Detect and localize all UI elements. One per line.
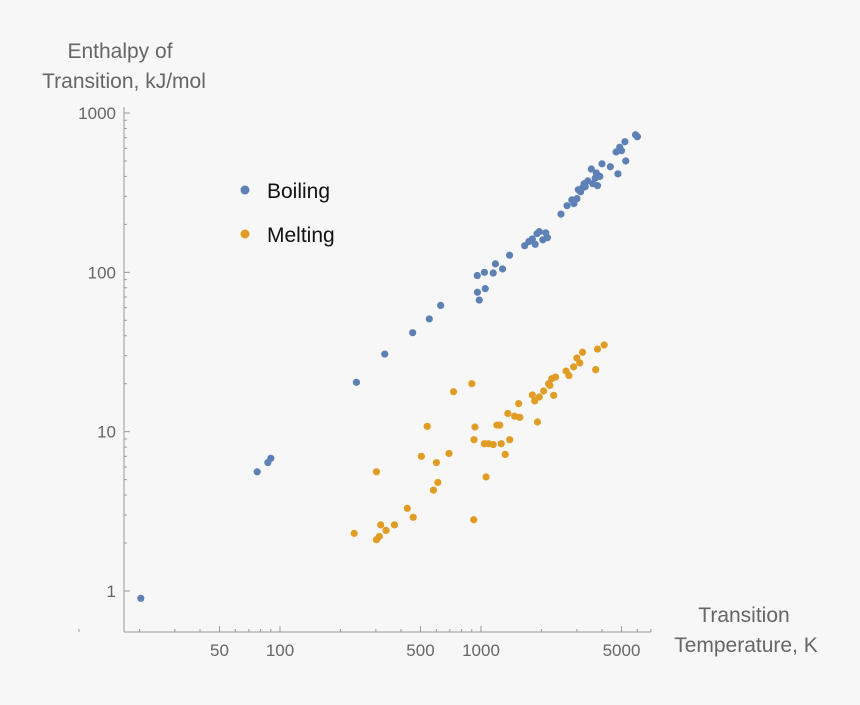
point-melting (528, 391, 536, 399)
point-melting (496, 421, 504, 429)
point-boiling (531, 240, 539, 248)
point-boiling (621, 138, 629, 146)
point-melting (350, 529, 358, 537)
point-melting (468, 380, 476, 388)
point-melting (375, 532, 383, 541)
point-boiling (437, 301, 445, 310)
point-melting (417, 452, 425, 460)
legend-label-melting: Melting (267, 224, 335, 247)
x-tick-label: 5000 (603, 641, 641, 660)
point-melting (570, 363, 578, 371)
point-melting (377, 521, 385, 529)
point-boiling (622, 157, 630, 165)
y-tick-label: 1 (107, 582, 116, 601)
point-boiling (473, 288, 482, 296)
point-boiling (137, 594, 145, 602)
point-boiling (381, 350, 389, 358)
point-melting (434, 478, 442, 487)
point-melting (482, 473, 490, 481)
x-tick-label: 100 (266, 641, 294, 660)
point-melting (429, 486, 438, 494)
point-boiling (573, 195, 581, 203)
point-melting (600, 341, 608, 349)
point-boiling (473, 271, 481, 280)
point-boiling (498, 265, 507, 273)
legend: Boiling Melting (240, 180, 335, 247)
point-boiling (425, 315, 433, 323)
x-axis-title-line-2: Temperature, K (674, 634, 818, 657)
point-boiling (557, 210, 565, 218)
point-melting (390, 521, 399, 529)
point-boiling (587, 165, 595, 173)
point-melting (445, 449, 453, 458)
point-melting (551, 373, 560, 381)
point-melting (593, 345, 602, 353)
point-melting (565, 371, 573, 380)
point-boiling (475, 296, 483, 304)
x-tick-label: 50 (210, 641, 229, 660)
point-melting (372, 468, 381, 476)
point-boiling (480, 268, 489, 276)
y-axis-title-line-1: Enthalpy of (67, 40, 172, 63)
point-boiling (617, 147, 626, 155)
point-melting (515, 400, 523, 408)
point-melting (409, 513, 417, 521)
point-boiling (596, 172, 604, 181)
x-axis-title-line-1: Transition (698, 604, 789, 627)
x-tick-label: 1000 (462, 641, 500, 660)
point-melting (592, 366, 600, 374)
point-boiling (528, 235, 536, 243)
y-tick-label: 10 (97, 423, 116, 442)
point-melting (489, 440, 497, 449)
point-melting (449, 388, 458, 396)
point-boiling (491, 260, 500, 268)
point-melting (403, 504, 411, 512)
point-boiling (581, 183, 589, 191)
point-melting (471, 423, 479, 431)
point-melting (516, 413, 524, 421)
point-melting (576, 359, 584, 367)
point-melting (501, 450, 509, 458)
y-tick-label: 1000 (78, 104, 116, 123)
point-boiling (614, 170, 622, 178)
point-boiling (489, 269, 497, 277)
point-boiling (598, 160, 606, 168)
legend-label-boiling: Boiling (267, 180, 330, 203)
point-boiling (563, 202, 571, 210)
point-boiling (633, 133, 642, 141)
point-boiling (267, 454, 275, 462)
point-boiling (352, 378, 361, 386)
point-melting (504, 409, 512, 418)
legend-marker-melting (240, 229, 250, 239)
point-boiling (253, 468, 261, 476)
point-melting (540, 387, 548, 395)
legend-marker-boiling (240, 185, 250, 195)
point-melting (506, 436, 514, 444)
point-melting (382, 526, 390, 535)
data-points (137, 131, 642, 602)
point-melting (423, 422, 431, 430)
point-melting (546, 381, 554, 390)
point-boiling (543, 234, 552, 242)
point-boiling (535, 228, 543, 236)
y-tick-label: 100 (88, 263, 116, 282)
point-melting (497, 440, 505, 448)
point-melting (550, 391, 558, 399)
axes: 1 10 100 1000 50 100 500 1000 5000 (78, 104, 652, 660)
x-tick-label: 500 (406, 641, 434, 660)
point-melting (578, 348, 587, 356)
point-boiling (505, 251, 514, 259)
point-melting (470, 516, 478, 524)
point-melting (533, 418, 542, 426)
point-melting (432, 458, 441, 467)
point-boiling (481, 285, 489, 293)
point-melting (470, 436, 478, 444)
point-boiling (409, 329, 417, 337)
y-axis-title-line-2: Transition, kJ/mol (42, 70, 206, 93)
point-boiling (606, 163, 614, 171)
point-melting (535, 393, 543, 401)
point-boiling (593, 182, 602, 190)
